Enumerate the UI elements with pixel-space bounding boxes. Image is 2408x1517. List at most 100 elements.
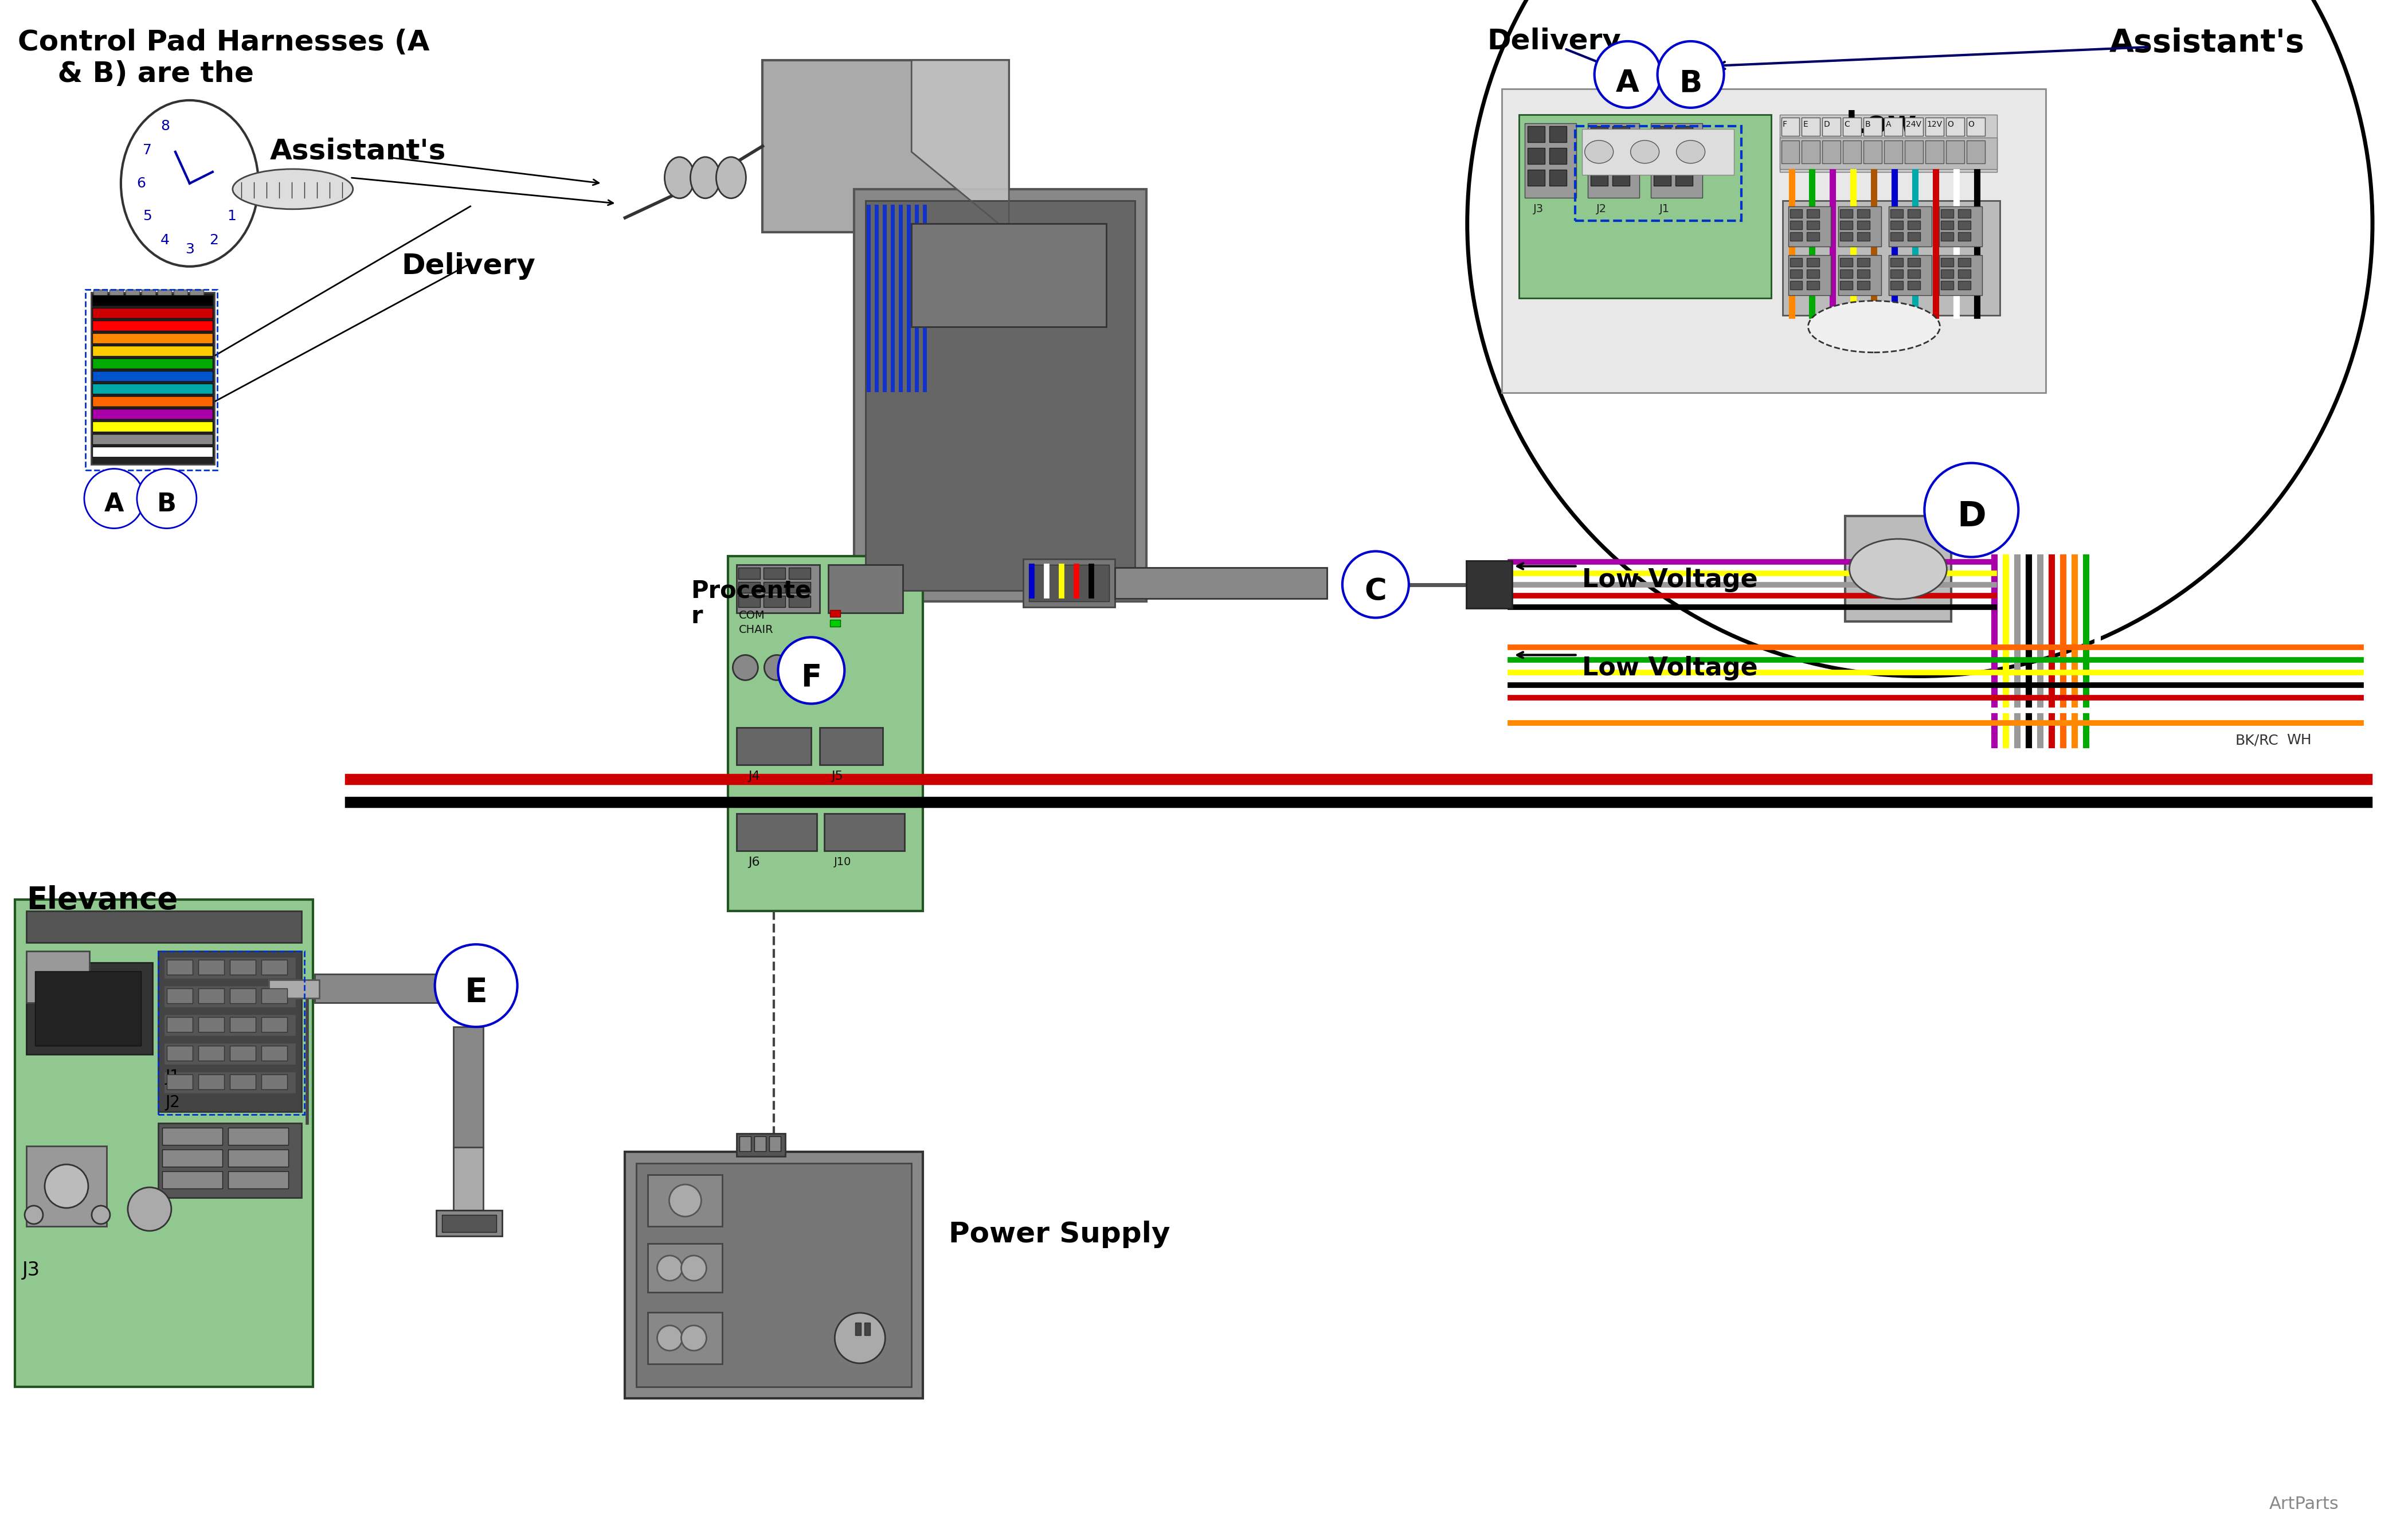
Bar: [1890, 209, 1902, 218]
Ellipse shape: [1808, 300, 1941, 352]
Bar: [648, 1174, 722, 1226]
Bar: [197, 960, 224, 975]
Text: J2: J2: [1597, 203, 1606, 214]
Bar: [1857, 220, 1871, 229]
Bar: [1958, 258, 1970, 267]
Bar: [648, 1312, 722, 1364]
Bar: [84, 290, 217, 470]
Circle shape: [1594, 41, 1662, 108]
Bar: [190, 290, 202, 297]
Bar: [1958, 220, 1970, 229]
Bar: [648, 1244, 722, 1292]
Bar: [1527, 170, 1544, 185]
Bar: [270, 980, 320, 998]
Bar: [1840, 220, 1852, 229]
Text: 6: 6: [137, 176, 144, 190]
Bar: [92, 293, 214, 464]
Text: WH: WH: [2288, 734, 2312, 748]
Bar: [92, 384, 212, 394]
Bar: [315, 974, 438, 1003]
Bar: [14, 900, 313, 1387]
Text: F: F: [1782, 120, 1787, 129]
Bar: [1842, 117, 1861, 137]
Bar: [763, 567, 785, 579]
Bar: [26, 912, 301, 942]
Bar: [763, 581, 785, 593]
Bar: [1938, 206, 1982, 246]
Text: & B) are the: & B) are the: [17, 61, 253, 88]
Bar: [229, 960, 255, 975]
Bar: [1789, 206, 1830, 246]
Text: J3: J3: [22, 1261, 41, 1280]
Circle shape: [128, 1188, 171, 1230]
Bar: [1958, 232, 1970, 241]
Bar: [626, 1151, 922, 1399]
Bar: [161, 1171, 222, 1188]
Bar: [229, 1074, 255, 1089]
Bar: [1654, 170, 1671, 185]
Text: 12V: 12V: [1926, 120, 1943, 129]
Bar: [1840, 270, 1852, 278]
Bar: [1857, 258, 1871, 267]
Bar: [1905, 141, 1924, 164]
Text: J2: J2: [166, 1094, 181, 1110]
Text: J10: J10: [833, 857, 852, 868]
Text: O: O: [1948, 120, 1953, 129]
Text: E: E: [465, 975, 486, 1009]
Text: J5: J5: [831, 771, 843, 783]
Bar: [142, 290, 154, 297]
Bar: [453, 1147, 484, 1211]
Bar: [92, 346, 212, 356]
Text: C: C: [1845, 120, 1849, 129]
Circle shape: [778, 637, 845, 704]
Bar: [441, 1215, 496, 1232]
Bar: [197, 1074, 224, 1089]
Bar: [1524, 123, 1577, 197]
Bar: [166, 1016, 193, 1032]
Bar: [1676, 170, 1693, 185]
Bar: [26, 1145, 106, 1226]
Bar: [1115, 567, 1327, 599]
Ellipse shape: [1676, 141, 1705, 164]
Bar: [161, 1127, 222, 1145]
Bar: [1842, 141, 1861, 164]
Bar: [1885, 117, 1902, 137]
Bar: [1967, 117, 1984, 137]
Bar: [1946, 117, 1965, 137]
Bar: [26, 963, 152, 1054]
Bar: [1548, 126, 1565, 143]
Bar: [1823, 141, 1840, 164]
Bar: [864, 1323, 869, 1335]
Bar: [1789, 281, 1804, 290]
Bar: [92, 446, 212, 457]
Text: J1: J1: [1659, 203, 1669, 214]
Bar: [1789, 209, 1804, 218]
Bar: [229, 1150, 289, 1167]
Text: Low Voltage: Low Voltage: [1582, 567, 1758, 592]
Bar: [1806, 281, 1820, 290]
Circle shape: [84, 469, 144, 528]
Text: COM: COM: [739, 610, 766, 620]
Bar: [161, 1150, 222, 1167]
Bar: [1613, 126, 1630, 143]
Text: 1: 1: [226, 209, 236, 223]
Bar: [790, 581, 811, 593]
Ellipse shape: [691, 158, 720, 199]
Bar: [1907, 232, 1922, 241]
Bar: [1941, 258, 1953, 267]
Bar: [636, 1164, 913, 1387]
Bar: [1023, 558, 1115, 607]
Bar: [1613, 170, 1630, 185]
Bar: [1789, 232, 1804, 241]
Bar: [164, 1071, 296, 1094]
Circle shape: [657, 1256, 681, 1280]
Text: J4: J4: [749, 771, 761, 783]
Bar: [36, 971, 142, 1045]
Bar: [763, 596, 785, 607]
Bar: [1806, 220, 1820, 229]
Bar: [92, 308, 212, 319]
Bar: [26, 951, 89, 1003]
Bar: [229, 1171, 289, 1188]
Bar: [1840, 258, 1852, 267]
Text: Low Voltage: Low Voltage: [1582, 657, 1758, 681]
